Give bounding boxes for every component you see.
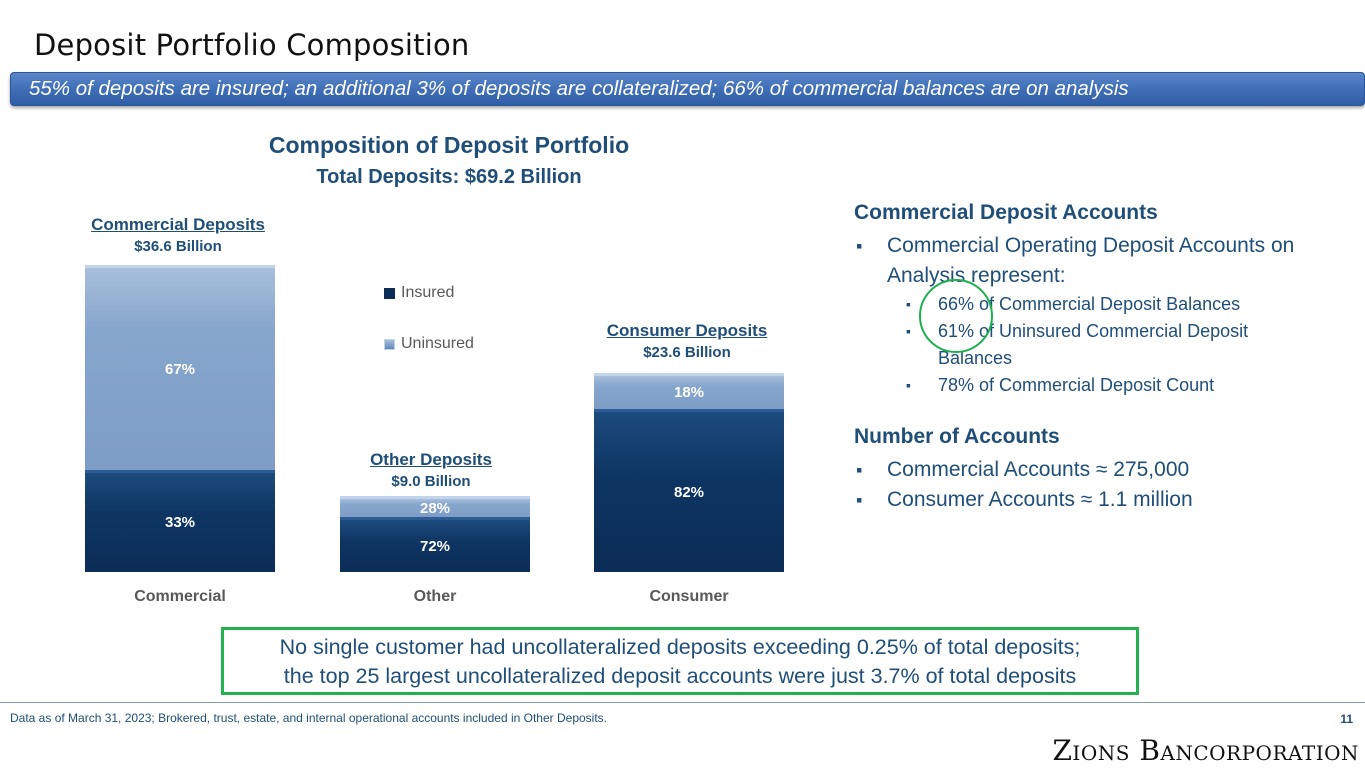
panel-bullet-analysis: Commercial Operating Deposit Accounts on… [854,231,1324,291]
callout-line-1: No single customer had uncollateralized … [279,635,1081,659]
legend-label-insured: Insured [401,284,455,301]
bar-commercial-insured-label: 33% [164,514,196,531]
highlight-circle [919,279,993,353]
x-tick-consumer: Consumer [649,588,729,605]
legend-item-insured: Insured [384,282,474,304]
bar-other-uninsured: 28% [340,496,530,517]
footer-divider [0,702,1365,703]
other-deposits-amount: $9.0 Billion [391,473,471,490]
panel-sub-bullet: 66% of Commercial Deposit Balances [854,291,1324,318]
bar-commercial-uninsured: 67% [85,265,275,470]
bar-consumer-uninsured: 18% [594,373,784,409]
bar-other-insured-label: 72% [419,537,451,555]
bar-consumer-insured-label: 82% [673,483,705,501]
footnote: Data as of March 31, 2023; Brokered, tru… [10,711,608,725]
consumer-deposits-label: Consumer Deposits $23.6 Billion [572,321,802,361]
chart-legend: Insured Uninsured [384,282,474,384]
summary-banner: 55% of deposits are insured; an addition… [10,72,1365,106]
commercial-deposits-amount: $36.6 Billion [134,238,222,255]
panel-bullet-consumer-accounts: Consumer Accounts ≈ 1.1 million [854,485,1324,515]
chart-subtitle: Total Deposits: $69.2 Billion [316,166,582,188]
consumer-deposits-amount: $23.6 Billion [643,344,731,361]
panel-bullet-commercial-accounts: Commercial Accounts ≈ 275,000 [854,455,1324,485]
bar-other-insured: 72% [340,517,530,572]
other-deposits-name: Other Deposits [370,450,492,469]
legend-item-uninsured: Uninsured [384,333,474,355]
bar-consumer-uninsured-label: 18% [673,384,705,401]
callout-line-2: the top 25 largest uncollateralized depo… [283,664,1077,688]
x-tick-commercial: Commercial [134,588,226,605]
chart-title: Composition of Deposit Portfolio [268,132,630,158]
bar-consumer-insured: 82% [594,409,784,572]
consumer-deposits-name: Consumer Deposits [606,321,768,340]
page-number: 11 [1340,712,1353,726]
legend-label-uninsured: Uninsured [401,335,474,352]
callout-box: No single customer had uncollateralized … [221,627,1139,695]
legend-swatch-uninsured [384,338,395,350]
company-logo: Zions Bancorporation [1052,734,1359,767]
panel-gap [854,399,1324,425]
panel-sub-bullet: 61% of Uninsured Commercial Deposit Bala… [854,318,1324,372]
x-tick-other: Other [413,588,457,605]
panel-heading-accounts: Number of Accounts [854,425,1060,448]
bar-other-uninsured-label: 28% [419,499,451,517]
bar-commercial-insured: 33% [85,470,275,572]
legend-swatch-insured [384,287,395,299]
page-title: Deposit Portfolio Composition [34,28,470,62]
commercial-deposits-label: Commercial Deposits $36.6 Billion [63,215,293,255]
other-deposits-label: Other Deposits $9.0 Billion [316,450,546,490]
panel-heading-commercial: Commercial Deposit Accounts [854,201,1158,224]
commercial-accounts-panel: Commercial Deposit Accounts Commercial O… [854,201,1324,515]
panel-sub-bullet: 78% of Commercial Deposit Count [854,372,1324,399]
commercial-deposits-name: Commercial Deposits [91,215,265,234]
bar-commercial-uninsured-label: 67% [164,360,196,378]
